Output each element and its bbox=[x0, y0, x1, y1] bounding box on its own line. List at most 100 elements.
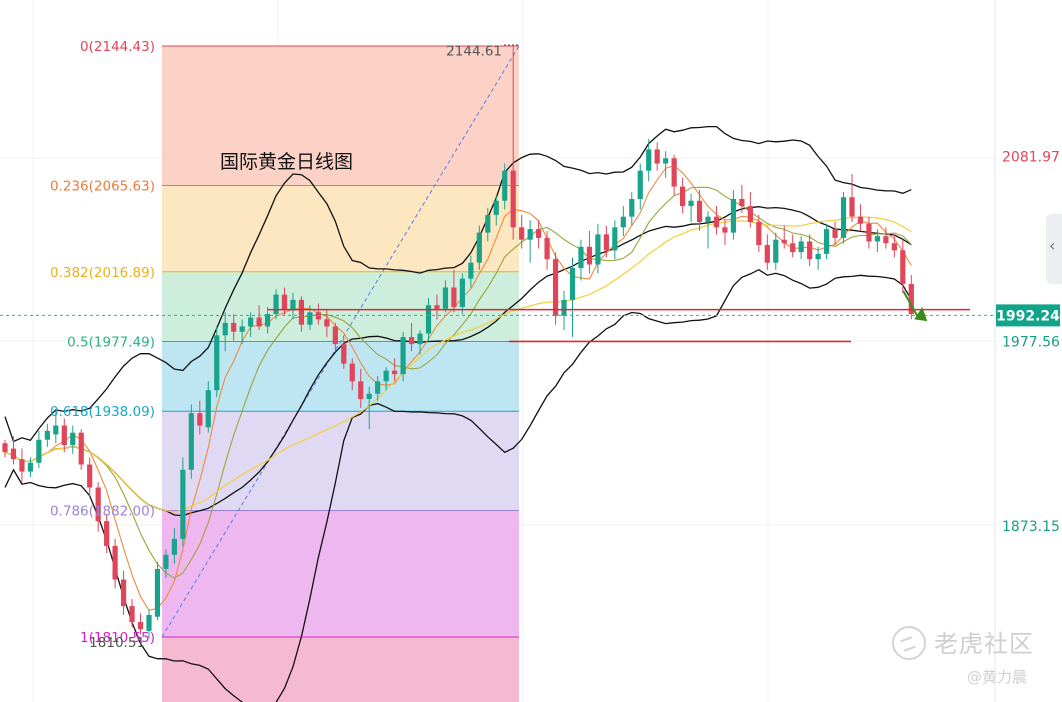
candle bbox=[671, 154, 677, 196]
down-arrow-head bbox=[914, 306, 928, 322]
candle-body bbox=[290, 299, 296, 311]
fib-low-point-label: 1810.51 bbox=[89, 635, 145, 651]
candle-body bbox=[790, 243, 796, 253]
candle bbox=[663, 151, 669, 178]
candle-body bbox=[248, 317, 254, 327]
candle-body bbox=[146, 614, 152, 631]
candle-body bbox=[239, 326, 245, 332]
candle-body bbox=[807, 241, 813, 260]
side-collapse-tab[interactable]: ‹ bbox=[1046, 214, 1062, 284]
candle bbox=[392, 358, 398, 382]
fibonacci-labels: 0(2144.43) 0.236(2065.63) 0.382(2016.89) 0.… bbox=[50, 39, 519, 651]
candle bbox=[197, 400, 203, 435]
fib-high-point-label: 2144.61 bbox=[446, 44, 502, 60]
candle bbox=[231, 314, 237, 341]
candle-body bbox=[137, 622, 144, 630]
candle-body bbox=[730, 198, 737, 233]
fibonacci-lines bbox=[161, 45, 520, 638]
candle-body bbox=[307, 312, 313, 325]
fib-zone bbox=[162, 341, 519, 412]
candle-body bbox=[739, 198, 745, 207]
candle-body bbox=[53, 425, 59, 435]
candle-body bbox=[849, 197, 855, 217]
candle bbox=[883, 227, 889, 249]
price-axis-label: 1977.56 bbox=[1002, 334, 1060, 350]
fib-level-label: 0.236(2065.63) bbox=[50, 178, 155, 194]
candle-body bbox=[425, 305, 432, 334]
candle-body bbox=[756, 222, 762, 246]
candle-body bbox=[773, 239, 779, 263]
candle bbox=[688, 193, 694, 223]
candle bbox=[239, 319, 245, 345]
candle bbox=[366, 386, 372, 430]
candle-body bbox=[874, 236, 881, 242]
bollinger-upper bbox=[4, 125, 912, 443]
candle bbox=[112, 538, 118, 589]
candle bbox=[205, 381, 211, 433]
candle bbox=[2, 439, 8, 458]
candle bbox=[281, 287, 288, 316]
candle-body bbox=[595, 234, 601, 265]
candle bbox=[61, 418, 67, 453]
candle-body bbox=[544, 237, 550, 260]
candle bbox=[781, 225, 787, 249]
candle-body bbox=[493, 200, 499, 215]
candle-body bbox=[908, 283, 914, 315]
candle-body bbox=[104, 521, 110, 546]
candle bbox=[519, 214, 525, 249]
candle bbox=[425, 298, 432, 341]
candle-body bbox=[866, 223, 872, 242]
candle bbox=[163, 549, 169, 578]
fib-level-label: 0(2144.43) bbox=[80, 39, 155, 55]
candle-body bbox=[205, 390, 211, 428]
fib-zone bbox=[162, 185, 519, 272]
candle bbox=[264, 306, 271, 334]
candle bbox=[451, 269, 457, 313]
candle bbox=[383, 367, 389, 391]
candle bbox=[857, 204, 864, 231]
candle-body bbox=[358, 381, 364, 400]
candle bbox=[637, 163, 643, 210]
candle-body bbox=[298, 299, 305, 325]
candle bbox=[120, 570, 127, 615]
candle bbox=[713, 206, 720, 235]
candle bbox=[171, 528, 177, 564]
candle bbox=[764, 234, 770, 270]
candle bbox=[569, 257, 576, 338]
candle-body bbox=[281, 294, 288, 311]
candle bbox=[874, 229, 881, 253]
candle-body bbox=[680, 186, 686, 207]
candle-body bbox=[256, 317, 262, 327]
candle-body bbox=[612, 227, 618, 251]
candle bbox=[332, 322, 338, 352]
candle-body bbox=[646, 149, 652, 171]
chevron-left-icon: ‹ bbox=[1049, 236, 1056, 255]
candle bbox=[586, 230, 593, 274]
candle bbox=[756, 214, 762, 253]
tiger-logo-icon bbox=[892, 626, 926, 660]
candle bbox=[417, 329, 423, 355]
candle-body bbox=[61, 425, 67, 446]
candle bbox=[27, 457, 34, 477]
candle-body bbox=[620, 216, 626, 228]
candle-body bbox=[603, 234, 609, 251]
candle-body bbox=[764, 245, 770, 263]
fib-level-label: 0.382(2016.89) bbox=[50, 265, 155, 281]
candle bbox=[341, 337, 347, 369]
candle bbox=[214, 326, 220, 398]
candle bbox=[400, 331, 406, 382]
candle-body bbox=[552, 259, 559, 316]
candle-body bbox=[70, 432, 76, 446]
candle bbox=[10, 436, 17, 465]
candle-body bbox=[408, 337, 415, 345]
candle bbox=[36, 430, 42, 469]
candle bbox=[849, 174, 855, 223]
current-price-label: 1992.24 bbox=[996, 308, 1060, 324]
candle-body bbox=[578, 246, 584, 269]
candle-body bbox=[366, 393, 372, 400]
candle-body bbox=[44, 430, 50, 440]
candle-body bbox=[341, 344, 347, 364]
candle-body bbox=[451, 287, 457, 307]
candle-body bbox=[671, 158, 677, 187]
fib-level-label: 0.618(1938.09) bbox=[50, 404, 155, 420]
